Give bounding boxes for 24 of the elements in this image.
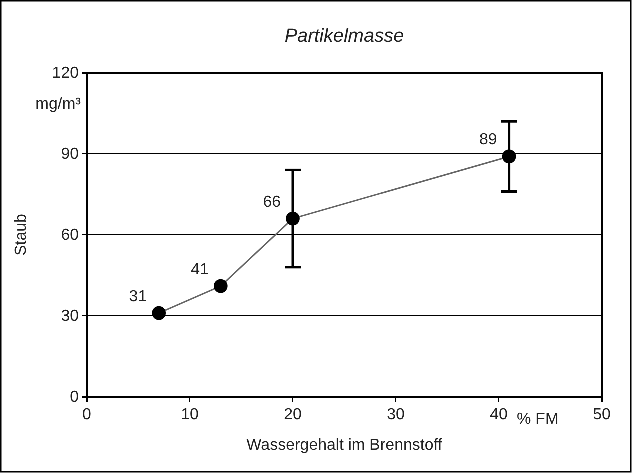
y-tick-label: 60 bbox=[61, 227, 80, 244]
data-label: 31 bbox=[129, 288, 148, 306]
y-tick-label: 120 bbox=[52, 65, 80, 82]
point bbox=[502, 150, 516, 164]
x-axis-title: Wassergehalt im Brennstoff bbox=[246, 437, 443, 454]
data-label: 89 bbox=[480, 132, 498, 149]
x-tick-label: 30 bbox=[387, 406, 405, 424]
x-tick-label: 40 bbox=[490, 406, 508, 424]
point bbox=[214, 279, 228, 294]
data-label: 66 bbox=[263, 194, 282, 211]
x-tick-label: 50 bbox=[593, 406, 611, 424]
x-tick-label: 0 bbox=[82, 406, 92, 424]
y-tick-label: 30 bbox=[61, 308, 80, 326]
chart-title: Partikelmasse bbox=[284, 26, 404, 47]
y-tick-label: 90 bbox=[61, 146, 80, 164]
point bbox=[152, 306, 166, 320]
x-tick-label: 10 bbox=[181, 406, 199, 424]
point bbox=[286, 212, 300, 226]
y-tick-label: 0 bbox=[70, 389, 80, 406]
text: mg/m³ bbox=[36, 96, 82, 113]
data-label: 41 bbox=[191, 261, 209, 278]
x-tick-label: 20 bbox=[284, 406, 302, 424]
y-axis-title: Staub bbox=[13, 214, 30, 256]
text: % FM bbox=[517, 411, 559, 428]
